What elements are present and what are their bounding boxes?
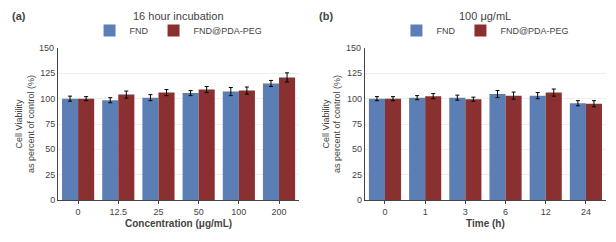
svg-text:100: 100	[347, 94, 362, 104]
svg-text:24: 24	[581, 207, 591, 217]
svg-text:12: 12	[541, 207, 551, 217]
svg-text:FND@PDA-PEG: FND@PDA-PEG	[500, 26, 568, 36]
svg-text:Concentration (μg/mL): Concentration (μg/mL)	[125, 218, 232, 229]
svg-text:0: 0	[50, 195, 55, 205]
svg-text:3: 3	[463, 207, 468, 217]
svg-text:50: 50	[352, 144, 362, 154]
svg-text:75: 75	[352, 119, 362, 129]
svg-text:0: 0	[382, 207, 387, 217]
svg-text:0: 0	[357, 195, 362, 205]
svg-text:16 hour incubation: 16 hour incubation	[133, 10, 224, 22]
svg-text:25: 25	[45, 170, 55, 180]
svg-text:75: 75	[45, 119, 55, 129]
svg-text:50: 50	[45, 144, 55, 154]
svg-text:100: 100	[231, 207, 246, 217]
svg-text:6: 6	[503, 207, 508, 217]
svg-text:12.5: 12.5	[110, 207, 128, 217]
svg-text:(b): (b)	[319, 10, 333, 22]
svg-text:Cell Viabilityas percent of co: Cell Viabilityas percent of control (%)	[14, 75, 36, 173]
svg-text:0: 0	[76, 207, 81, 217]
svg-text:25: 25	[153, 207, 163, 217]
svg-text:Cell Viabilityas percent of co: Cell Viabilityas percent of control (%)	[321, 75, 343, 173]
svg-text:1: 1	[423, 207, 428, 217]
svg-text:FND@PDA-PEG: FND@PDA-PEG	[194, 26, 262, 36]
svg-text:150: 150	[346, 43, 361, 53]
svg-text:50: 50	[194, 207, 204, 217]
svg-text:FND: FND	[436, 26, 455, 36]
svg-text:100 μg/mL: 100 μg/mL	[459, 10, 511, 22]
svg-text:125: 125	[40, 68, 55, 78]
svg-text:FND: FND	[130, 26, 149, 36]
svg-text:125: 125	[347, 68, 362, 78]
svg-text:Time (h): Time (h)	[466, 218, 505, 229]
svg-text:150: 150	[39, 43, 54, 53]
svg-text:(a): (a)	[12, 10, 26, 22]
svg-text:200: 200	[272, 207, 287, 217]
svg-text:100: 100	[40, 94, 55, 104]
svg-text:25: 25	[352, 170, 362, 180]
